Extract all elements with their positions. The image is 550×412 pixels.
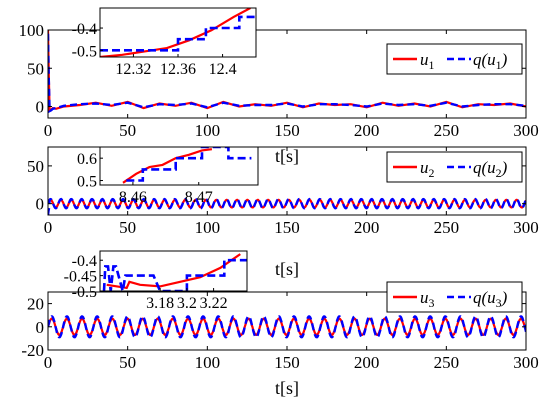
legend-entry-1: u2: [420, 158, 435, 180]
legend-label-base: q(u: [473, 158, 496, 177]
legend-entry-2: q(u3): [473, 288, 508, 310]
x-tick-label: 150: [274, 121, 300, 140]
x-tick-label: 0: [44, 218, 53, 237]
y-tick-label: 50: [27, 59, 44, 78]
legend-entry-2: q(u2): [473, 158, 508, 180]
x-tick-label: 200: [354, 218, 380, 237]
inset-x-tick-label: 3.18: [146, 295, 174, 312]
x-tick-label: 250: [434, 353, 460, 372]
inset-series-u3: [106, 253, 241, 290]
inset-x-tick-label: 8.47: [185, 189, 213, 206]
inset: 3.18 3.2 3.22 -0.4-0.45-0.5: [64, 250, 248, 312]
x-tick-label: 150: [274, 218, 300, 237]
y-tick-label: 20: [27, 295, 44, 314]
y-tick-label: -20: [21, 341, 44, 360]
inset-x-tick-label: 12.32: [115, 61, 151, 78]
series-qu1: [48, 33, 526, 114]
legend-label-base: u: [420, 50, 429, 69]
legend-label-close: ): [501, 288, 508, 307]
x-tick-label: 150: [274, 353, 300, 372]
legend-label-subscript: 3: [429, 296, 435, 310]
x-axis-label: t[s]: [275, 259, 299, 279]
inset-x-tick-label: 12.4: [209, 61, 237, 78]
x-tick-label: 250: [434, 121, 460, 140]
inset-y-tick-label: -0.5: [72, 43, 97, 60]
x-tick-label: 200: [354, 353, 380, 372]
legend-label-subscript: 1: [496, 58, 502, 72]
x-tick-label: 300: [513, 218, 539, 237]
series-qu3: [48, 315, 526, 339]
y-tick-label: 50: [27, 157, 44, 176]
x-tick-label: 300: [513, 353, 539, 372]
inset: 12.32 12.36 12.4 -0.4 -0.5: [72, 7, 257, 78]
x-axis-label: t[s]: [275, 146, 299, 166]
inset-y-tick-label: -0.5: [72, 284, 97, 301]
inset-x-tick-label: 3.2: [177, 295, 197, 312]
legend-label-subscript: 1: [429, 58, 435, 72]
inset-series-qu3: [102, 258, 247, 291]
x-tick-label: 0: [44, 353, 53, 372]
legend: u1 q(u1): [386, 43, 523, 75]
legend: u3 q(u3): [386, 281, 523, 313]
inset-y-tick-label: -0.4: [72, 21, 97, 38]
inset-x-tick-label: 12.36: [160, 61, 196, 78]
inset-series-u2: [122, 148, 213, 184]
inset-y-tick-label: -0.4: [72, 253, 97, 270]
x-tick-label: 100: [195, 121, 221, 140]
x-tick-label: 0: [44, 121, 53, 140]
legend: u2 q(u2): [386, 151, 523, 183]
inset-frame: [99, 146, 259, 186]
x-tick-label: 250: [434, 218, 460, 237]
y-tick-label: 0: [36, 195, 45, 214]
x-axis-label: t[s]: [275, 378, 299, 398]
inset-x-tick-label: 8.46: [119, 189, 147, 206]
legend-label-subscript: 3: [496, 296, 502, 310]
y-tick-label: 0: [36, 318, 45, 337]
inset-y-tick-label: 0.5: [77, 174, 97, 191]
inset-background: [100, 147, 258, 185]
y-tick-label: 100: [19, 21, 45, 40]
x-tick-label: 50: [119, 353, 136, 372]
y-tick-label: 0: [36, 98, 45, 117]
legend-label-base: u: [420, 158, 429, 177]
inset-y-tick-label: 0.6: [77, 151, 97, 168]
x-tick-label: 100: [195, 218, 221, 237]
legend-label-base: q(u: [473, 288, 496, 307]
legend-label-close: ): [501, 50, 508, 69]
x-tick-label: 300: [513, 121, 539, 140]
legend-label-base: q(u: [473, 50, 496, 69]
inset-frame: [99, 250, 248, 292]
legend-label-base: u: [420, 288, 429, 307]
legend-label-subscript: 2: [429, 166, 435, 180]
legend-label-subscript: 2: [496, 166, 502, 180]
legend-label-close: ): [501, 158, 508, 177]
inset-series-qu1: [100, 15, 256, 52]
x-tick-label: 50: [119, 218, 136, 237]
legend-entry-2: q(u1): [473, 50, 508, 72]
inset-y-tick-label: -0.45: [64, 269, 97, 286]
series-qu2: [48, 197, 526, 215]
legend-entry-1: u1: [420, 50, 435, 72]
x-tick-label: 200: [354, 121, 380, 140]
inset-series-qu2: [126, 147, 252, 182]
inset-x-tick-label: 3.22: [200, 295, 228, 312]
x-tick-label: 100: [195, 353, 221, 372]
inset: 8.46 8.47 0.6 0.5: [77, 146, 259, 206]
x-tick-label: 50: [119, 121, 136, 140]
legend-entry-1: u3: [420, 288, 435, 310]
